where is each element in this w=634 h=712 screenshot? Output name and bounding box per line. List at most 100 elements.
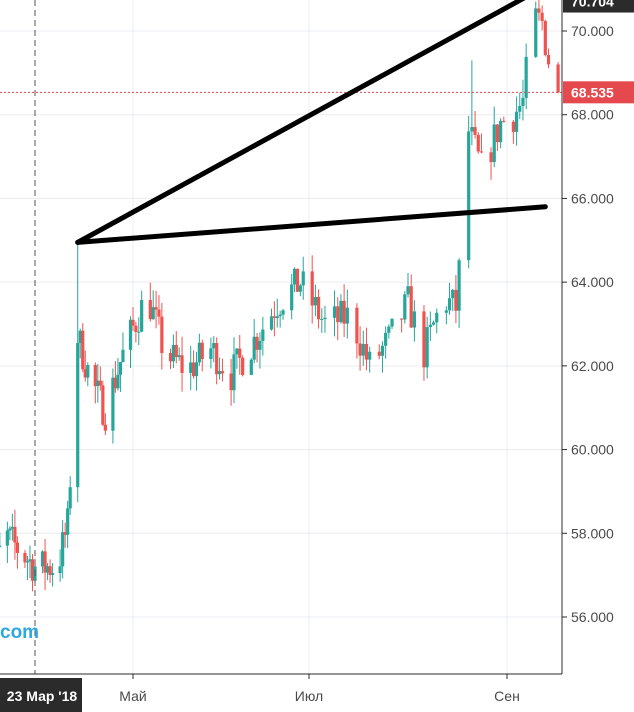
price-axis: 56.000 58.000 60.000 62.000 64.000 66.000 68.0… <box>561 0 634 674</box>
candle-body <box>275 316 279 318</box>
candle-body <box>0 545 2 547</box>
candle-body <box>134 325 138 332</box>
candle-body <box>131 319 135 326</box>
candle-body <box>160 316 164 354</box>
crosshair-date-label: 23 Мар '18 <box>7 688 78 704</box>
candle-body <box>422 311 426 368</box>
candle-body <box>5 530 9 546</box>
candle-body <box>30 559 35 581</box>
time-tick-label: Июл <box>295 688 323 704</box>
price-tick-label: 62.000 <box>571 358 614 374</box>
candle-body <box>61 532 65 567</box>
candle-body <box>380 345 385 356</box>
candle-body <box>473 127 477 135</box>
candle-body <box>444 310 448 313</box>
candle-body <box>272 316 276 318</box>
time-tick-label: Сен <box>494 688 520 704</box>
candle-body <box>180 355 184 373</box>
candle-body <box>137 331 141 333</box>
candle-body <box>8 528 12 531</box>
candle-body <box>10 526 14 529</box>
price-tick-label: 66.000 <box>571 190 614 206</box>
candle-body <box>86 365 90 378</box>
candle-body <box>524 56 528 98</box>
price-tick-label: 68.000 <box>571 107 614 123</box>
candle-body <box>403 294 407 320</box>
candle-body <box>238 348 242 358</box>
candle-body <box>540 12 544 21</box>
candle-body <box>364 344 369 360</box>
candle-body <box>128 319 133 350</box>
candle-body <box>345 307 349 324</box>
candle-body <box>66 508 70 535</box>
candle-body <box>492 124 496 163</box>
candle-body <box>252 336 256 360</box>
candle-body <box>148 300 152 320</box>
candle-body <box>358 343 362 356</box>
time-axis-bg <box>0 674 634 712</box>
candle-body <box>113 377 118 389</box>
candle-body <box>387 326 391 333</box>
candle-body <box>428 324 432 328</box>
candle-body <box>476 134 480 152</box>
candle-body <box>546 55 551 65</box>
candle-body <box>400 318 404 320</box>
candle-body <box>96 380 100 387</box>
candle-body <box>332 306 337 318</box>
current-price-tag <box>563 81 634 104</box>
candle-body <box>313 296 317 306</box>
candle-body <box>281 310 285 315</box>
price-tick-label: 60.000 <box>571 442 614 458</box>
candle-body <box>255 336 259 350</box>
candle-body <box>467 131 471 261</box>
candle-body <box>217 371 222 375</box>
candle-body <box>514 111 519 132</box>
candle-body <box>518 105 522 112</box>
candle-body <box>431 322 436 325</box>
candle-body <box>261 329 265 341</box>
candle-body <box>68 487 72 509</box>
candle-body <box>101 385 105 425</box>
candle-body <box>499 120 503 143</box>
time-tick-label: Май <box>119 688 146 704</box>
candle-body <box>454 289 458 311</box>
candle-body <box>320 318 324 320</box>
candle-body <box>232 354 236 391</box>
candle-body <box>235 348 239 355</box>
candle-body <box>194 362 199 377</box>
candle-body <box>116 374 120 389</box>
candle-body <box>209 348 213 359</box>
candle-body <box>495 124 500 143</box>
candle-body <box>298 285 302 292</box>
candle-body <box>301 271 305 286</box>
candle-body <box>470 127 474 132</box>
candle-body <box>457 260 461 311</box>
crosshair-date-tag <box>0 678 82 712</box>
candle-body <box>556 64 560 93</box>
candle-body <box>93 365 97 387</box>
candle-body <box>168 353 173 362</box>
candle-body <box>215 343 219 375</box>
candle-body <box>174 345 178 358</box>
candle-body <box>447 298 452 311</box>
overlays: com <box>0 0 562 674</box>
candle-body <box>43 551 47 573</box>
trendline-2 <box>75 204 548 245</box>
candle-body <box>98 380 102 386</box>
candle-body <box>48 566 52 575</box>
candle-body <box>290 284 294 311</box>
top-price-tag <box>563 0 634 13</box>
candle-body <box>13 526 17 543</box>
candle-body <box>111 377 115 431</box>
candle-body <box>521 97 525 106</box>
candle-body <box>189 362 193 373</box>
candle-body <box>361 344 365 356</box>
candle-body <box>435 312 439 323</box>
grid <box>0 0 562 674</box>
candle-body <box>45 566 50 573</box>
candle-body <box>406 286 410 295</box>
candle-body <box>200 342 204 359</box>
candle-body <box>25 561 30 563</box>
candle-body <box>412 311 416 328</box>
